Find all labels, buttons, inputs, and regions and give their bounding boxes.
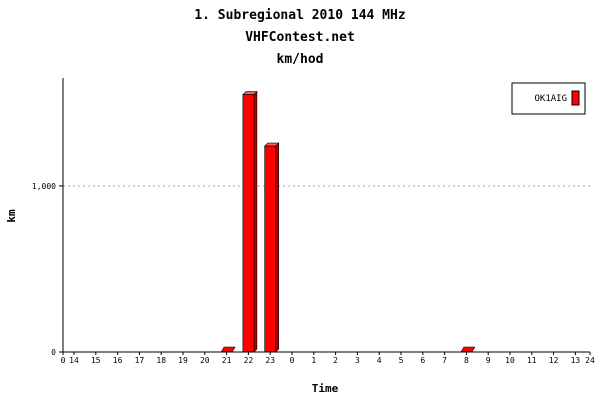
legend-label: OK1AIG <box>534 94 567 104</box>
x-tick-label-5: 18 <box>156 356 166 365</box>
x-tick-label-1: 14 <box>69 356 79 365</box>
chart-subtitle-unit: km/hod <box>277 52 324 67</box>
bar-8 <box>460 346 476 353</box>
x-tick-label-10: 23 <box>265 356 275 365</box>
x-tick-label-23: 12 <box>549 356 559 365</box>
x-tick-label-24: 13 <box>571 356 581 365</box>
x-tick-label-11: 0 <box>290 356 295 365</box>
x-tick-label-22: 11 <box>527 356 537 365</box>
x-tick-label-9: 22 <box>244 356 254 365</box>
x-tick-label-12: 1 <box>311 356 316 365</box>
x-tick-label-4: 17 <box>135 356 145 365</box>
bar-face <box>242 94 255 353</box>
bars-layer <box>220 90 476 353</box>
x-axis-title: Time <box>312 382 339 395</box>
x-tick-label-3: 16 <box>113 356 123 365</box>
x-tick-label-13: 2 <box>333 356 338 365</box>
x-tick-label-0: 0 <box>61 356 66 365</box>
legend: OK1AIG <box>511 82 586 115</box>
bar-side <box>275 142 280 353</box>
y-tick-label-0: 0 <box>51 348 56 357</box>
y-tick-label-1: 1,000 <box>32 182 56 191</box>
bar-face <box>220 346 236 353</box>
bar-22 <box>242 90 258 353</box>
bar-face <box>264 145 277 353</box>
bar-23 <box>263 142 280 353</box>
x-tick-label-19: 8 <box>464 356 469 365</box>
chart-subtitle: VHFContest.net <box>245 30 355 45</box>
x-tick-label-8: 21 <box>222 356 232 365</box>
x-tick-label-15: 4 <box>377 356 382 365</box>
x-tick-label-18: 7 <box>442 356 447 365</box>
bar-face <box>460 346 476 353</box>
bar-side <box>253 90 258 353</box>
legend-swatch <box>571 90 580 106</box>
axes-layer <box>62 78 590 353</box>
x-tick-label-2: 15 <box>91 356 101 365</box>
x-tick-label-21: 10 <box>505 356 515 365</box>
y-axis-title: km <box>5 209 18 223</box>
bar-21 <box>220 346 236 353</box>
x-tick-label-16: 5 <box>399 356 404 365</box>
x-tick-label-25: 24 <box>585 356 595 365</box>
x-tick-label-6: 19 <box>178 356 188 365</box>
x-tick-label-7: 20 <box>200 356 210 365</box>
x-tick-label-17: 6 <box>420 356 425 365</box>
chart-title: 1. Subregional 2010 144 MHz <box>194 8 405 23</box>
x-tick-label-14: 3 <box>355 356 360 365</box>
x-tick-label-20: 9 <box>486 356 491 365</box>
